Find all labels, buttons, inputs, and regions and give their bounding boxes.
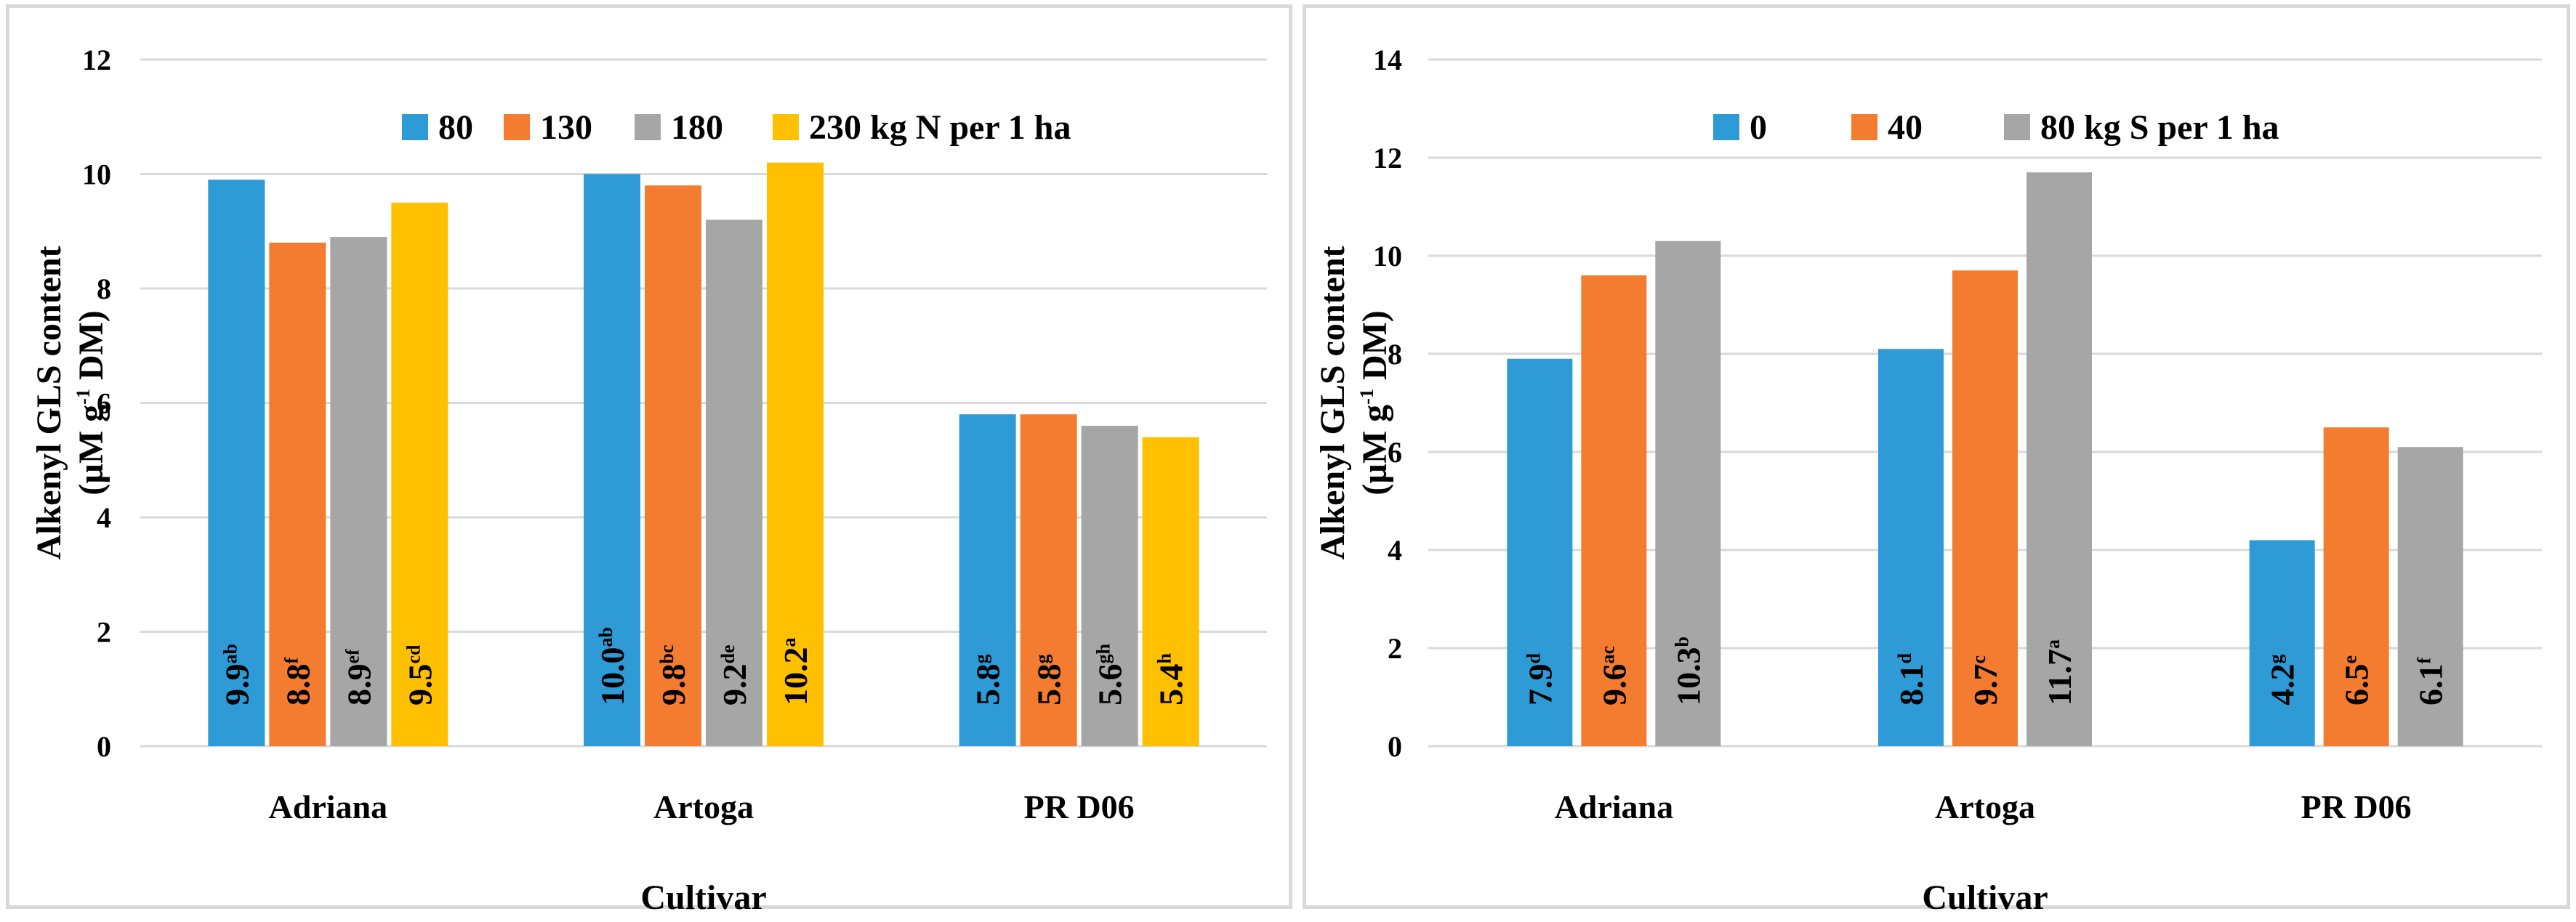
- legend-swatch-180: [635, 114, 661, 140]
- y-axis-unit-label: (µM g-1 DM): [72, 310, 110, 496]
- bar-adriana-80: [208, 179, 265, 746]
- data-label: 5.4h: [1153, 653, 1190, 706]
- y-tick-label: 8: [97, 272, 111, 305]
- category-label: Adriana: [269, 788, 388, 825]
- legend-label: 40: [1888, 108, 1923, 147]
- chart-panel-nitrogen: 0 2 4 6 8 10 12 9.9ab 8.8f 8.9ef 9.5cd Adriana 10.0a…: [6, 4, 1292, 917]
- data-label: 9.5cd: [401, 644, 438, 705]
- y-tick-label: 14: [1373, 44, 1402, 76]
- bar-adriana-180: [330, 237, 387, 746]
- data-label: 5.8g: [1031, 655, 1068, 706]
- y-tick-label: 8: [1388, 338, 1402, 371]
- bar-adriana-130: [269, 243, 326, 746]
- category-label: PR D06: [1024, 788, 1135, 825]
- legend-swatch-80: [2004, 114, 2030, 140]
- data-label: 9.9ab: [218, 644, 255, 705]
- y-tick-label: 2: [1388, 632, 1402, 665]
- bar-pr-d06-80: [2397, 447, 2463, 746]
- data-label: 11.7a: [2041, 639, 2078, 705]
- bar-pr-d06-130: [1020, 414, 1077, 746]
- legend-label: 180: [671, 108, 723, 147]
- bar-pr-d06-180: [1081, 426, 1138, 746]
- y-tick-label: 0: [97, 730, 111, 763]
- data-label: 6.1f: [2412, 658, 2450, 706]
- data-label: 7.9d: [1521, 653, 1558, 706]
- data-label: 10.3b: [1670, 636, 1707, 705]
- sulfur-bar-chart: 0 2 4 6 8 10 12 14 7.9d 9.6ac 10.3b Adriana 8.1d 9.7c…: [1313, 44, 2542, 917]
- legend-swatch-40: [1851, 114, 1877, 140]
- legend-swatch-80: [402, 114, 428, 140]
- category-label: PR D06: [2301, 788, 2412, 825]
- legend-label: 0: [1750, 108, 1767, 147]
- bar-artoga-40: [1952, 270, 2018, 746]
- data-label: 9.7c: [1967, 655, 2004, 705]
- y-tick-label: 10: [82, 158, 111, 191]
- y-tick-label: 6: [97, 387, 111, 420]
- legend-label: 230 kg N per 1 ha: [809, 108, 1071, 147]
- bar-pr-d06-230: [1142, 437, 1199, 746]
- legend-swatch-0: [1713, 114, 1739, 140]
- category-label: Artoga: [653, 788, 754, 825]
- data-label: 8.9ef: [340, 649, 377, 705]
- data-label: 10.0ab: [594, 627, 631, 705]
- y-axis-label: Alkenyl GLS content: [30, 246, 68, 559]
- data-label: 9.8bc: [655, 645, 692, 706]
- legend-label: 80: [438, 108, 473, 147]
- data-label: 10.2a: [777, 638, 814, 706]
- legend-swatch-130: [504, 114, 530, 140]
- bar-adriana-80: [1655, 240, 1721, 746]
- y-tick-label: 6: [1388, 436, 1402, 469]
- legend-label: 130: [540, 108, 592, 147]
- x-axis-label: Cultivar: [1922, 878, 2048, 917]
- y-tick-label: 0: [1388, 730, 1402, 763]
- bar-artoga-0: [1878, 349, 1944, 746]
- bar-adriana-230: [391, 202, 448, 746]
- legend-swatch-230: [773, 114, 799, 140]
- y-tick-label: 4: [1388, 534, 1402, 567]
- data-label: 8.8f: [279, 658, 316, 706]
- bar-adriana-0: [1507, 358, 1573, 746]
- category-label: Adriana: [1555, 788, 1674, 825]
- y-tick-label: 10: [1373, 240, 1402, 272]
- category-label: Artoga: [1935, 788, 2035, 825]
- bar-artoga-230: [767, 162, 824, 746]
- data-label: 8.1d: [1893, 653, 1930, 706]
- data-label: 4.2g: [2264, 655, 2301, 706]
- bar-pr-d06-0: [2249, 540, 2315, 746]
- bar-artoga-80: [584, 174, 640, 746]
- y-axis-unit-label: (µM g-1 DM): [1356, 310, 1394, 496]
- x-axis-label: Cultivar: [640, 878, 766, 917]
- bar-pr-d06-40: [2323, 427, 2389, 746]
- bar-adriana-40: [1581, 275, 1647, 746]
- bar-artoga-130: [645, 185, 701, 746]
- bar-artoga-80: [2026, 172, 2092, 746]
- y-tick-label: 12: [82, 44, 111, 76]
- data-label: 5.8g: [970, 655, 1007, 706]
- y-tick-label: 4: [97, 501, 111, 534]
- data-label: 6.5e: [2338, 655, 2375, 705]
- bar-artoga-180: [706, 219, 762, 746]
- legend-label: 80 kg S per 1 ha: [2040, 108, 2279, 147]
- data-label: 9.2de: [716, 645, 753, 706]
- y-axis-label: Alkenyl GLS content: [1313, 246, 1352, 559]
- data-label: 9.6ac: [1595, 646, 1633, 705]
- y-tick-label: 12: [1373, 142, 1402, 174]
- nitrogen-bar-chart: 0 2 4 6 8 10 12 9.9ab 8.8f 8.9ef 9.5cd Adriana 10.0a…: [30, 44, 1267, 917]
- chart-panel-sulfur: 0 2 4 6 8 10 12 14 7.9d 9.6ac 10.3b Adriana 8.1d 9.7c…: [1303, 4, 2570, 917]
- bar-pr-d06-80: [959, 414, 1016, 746]
- data-label: 5.6gh: [1092, 644, 1129, 706]
- y-tick-label: 2: [97, 616, 111, 649]
